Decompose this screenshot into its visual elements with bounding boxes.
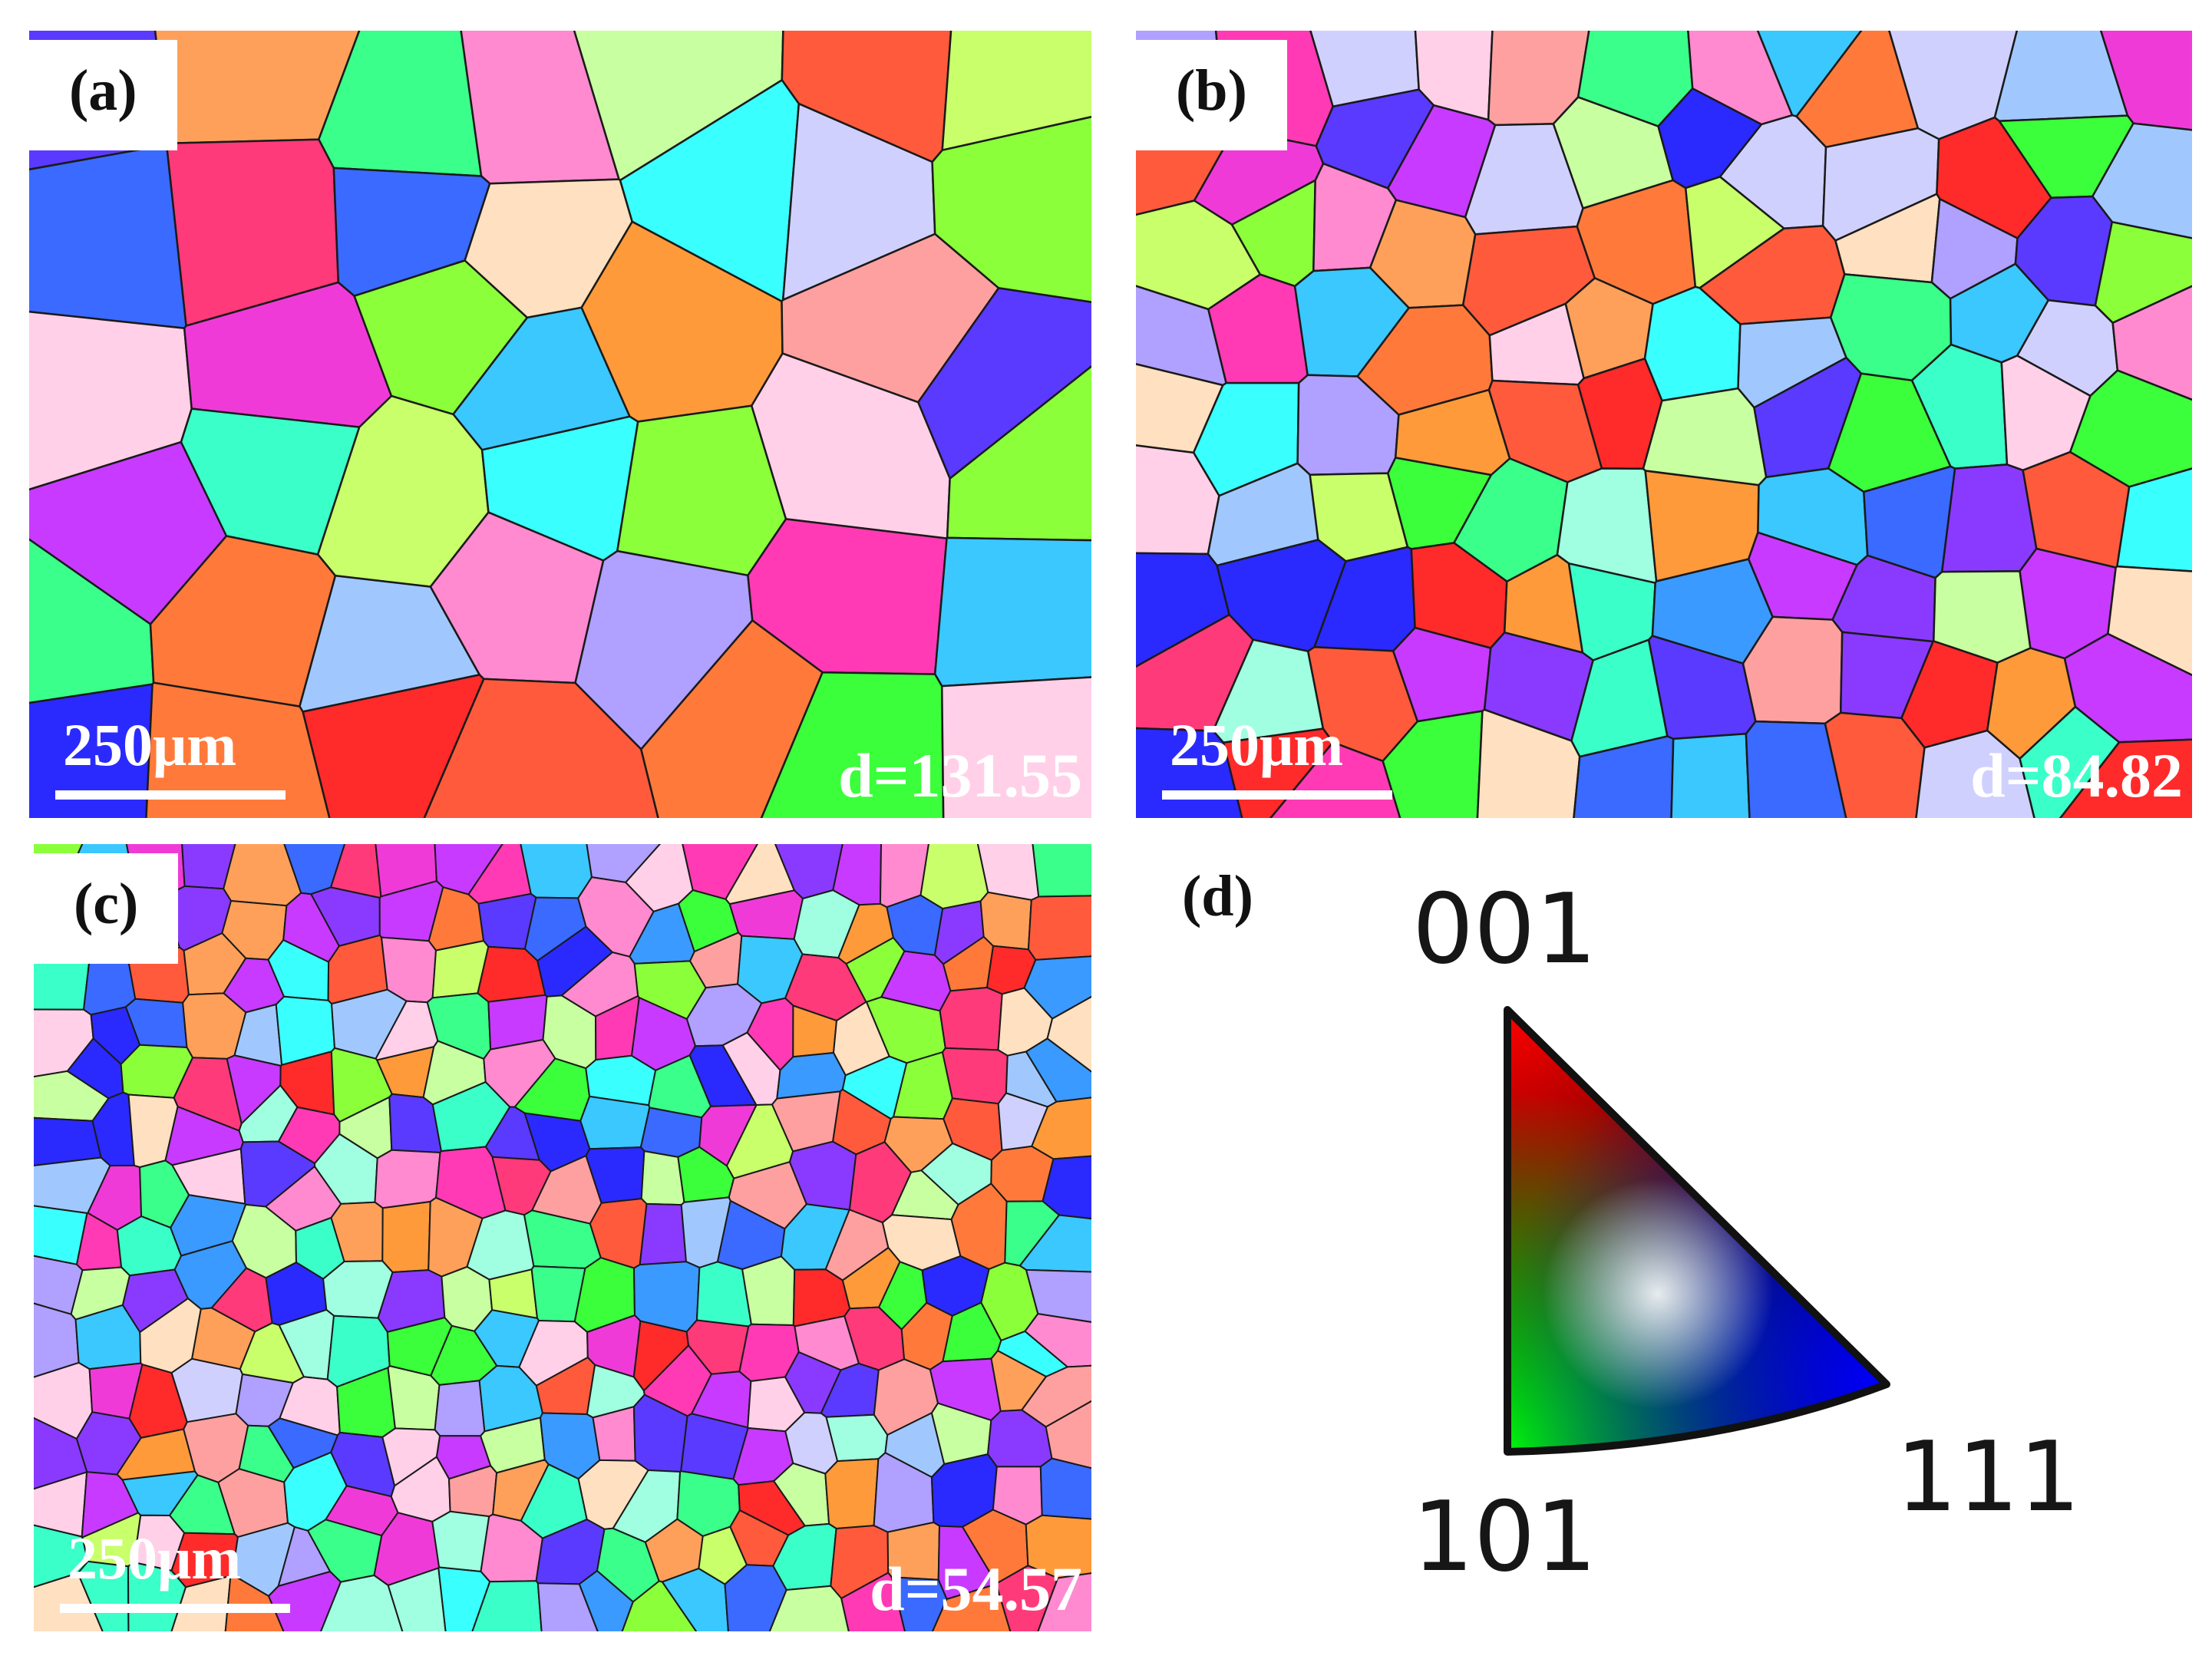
- panel-label-c: (c): [34, 853, 179, 964]
- ebsd-map-panel-b: (b) 250μm d=84.82: [1136, 31, 2192, 818]
- grain-map-c: [34, 844, 1091, 1631]
- grain: [939, 987, 1003, 1051]
- grain: [741, 1255, 796, 1326]
- scale-bar-b: [1162, 790, 1392, 800]
- grain: [29, 143, 187, 329]
- ipf-legend-panel: (d) 001 101 111: [1136, 844, 2192, 1642]
- ebsd-map-panel-c: (c) 250μm d=54.57: [34, 844, 1091, 1631]
- grain: [1032, 844, 1091, 898]
- grain-diameter-c: d=54.57: [870, 1554, 1082, 1624]
- grain-map-b: [1136, 31, 2192, 818]
- grain: [434, 1380, 486, 1437]
- grain: [1642, 387, 1768, 486]
- panel-label-b: (b): [1136, 40, 1287, 150]
- grain: [825, 1413, 889, 1463]
- scale-label-b: 250μm: [1170, 711, 1344, 778]
- ipf-corner-001-label: 001: [1412, 872, 1597, 985]
- scale-label-c: 250μm: [68, 1525, 242, 1591]
- grain: [1027, 895, 1091, 961]
- grain: [1024, 1313, 1091, 1368]
- scale-label-a: 250μm: [63, 711, 237, 778]
- ipf-corner-101-label: 101: [1412, 1480, 1597, 1593]
- grain-map-a: [29, 31, 1091, 818]
- grain: [824, 1458, 880, 1529]
- grain: [381, 1201, 431, 1273]
- grain: [942, 1047, 1009, 1105]
- grain: [940, 676, 1091, 818]
- panel-label-a: (a): [29, 40, 177, 150]
- grain: [2107, 565, 2192, 677]
- ipf-corner-111-label: 111: [1896, 1420, 2081, 1533]
- panel-label-d: (d): [1182, 864, 1253, 928]
- grain: [639, 1202, 687, 1266]
- grain: [941, 31, 1091, 151]
- ebsd-map-panel-a: (a) 250μm d=131.55: [29, 31, 1091, 818]
- grain: [387, 1365, 441, 1431]
- grain: [2058, 738, 2192, 818]
- grain: [579, 1095, 651, 1150]
- grain: [1037, 1572, 1091, 1631]
- grain: [1025, 1037, 1091, 1103]
- ipf-triangle: [1504, 1006, 1890, 1456]
- grain: [933, 536, 1091, 688]
- grain: [1039, 1457, 1091, 1520]
- grain: [919, 844, 989, 910]
- grain-diameter-b: d=84.82: [1970, 740, 2183, 810]
- grain-diameter-a: d=131.55: [838, 740, 1082, 810]
- grain: [1940, 463, 2038, 573]
- grain: [520, 844, 593, 899]
- grain: [431, 1510, 490, 1572]
- scale-bar-c: [60, 1604, 290, 1613]
- grain: [374, 1149, 441, 1209]
- grain: [1670, 733, 1751, 818]
- scale-bar-a: [55, 790, 286, 800]
